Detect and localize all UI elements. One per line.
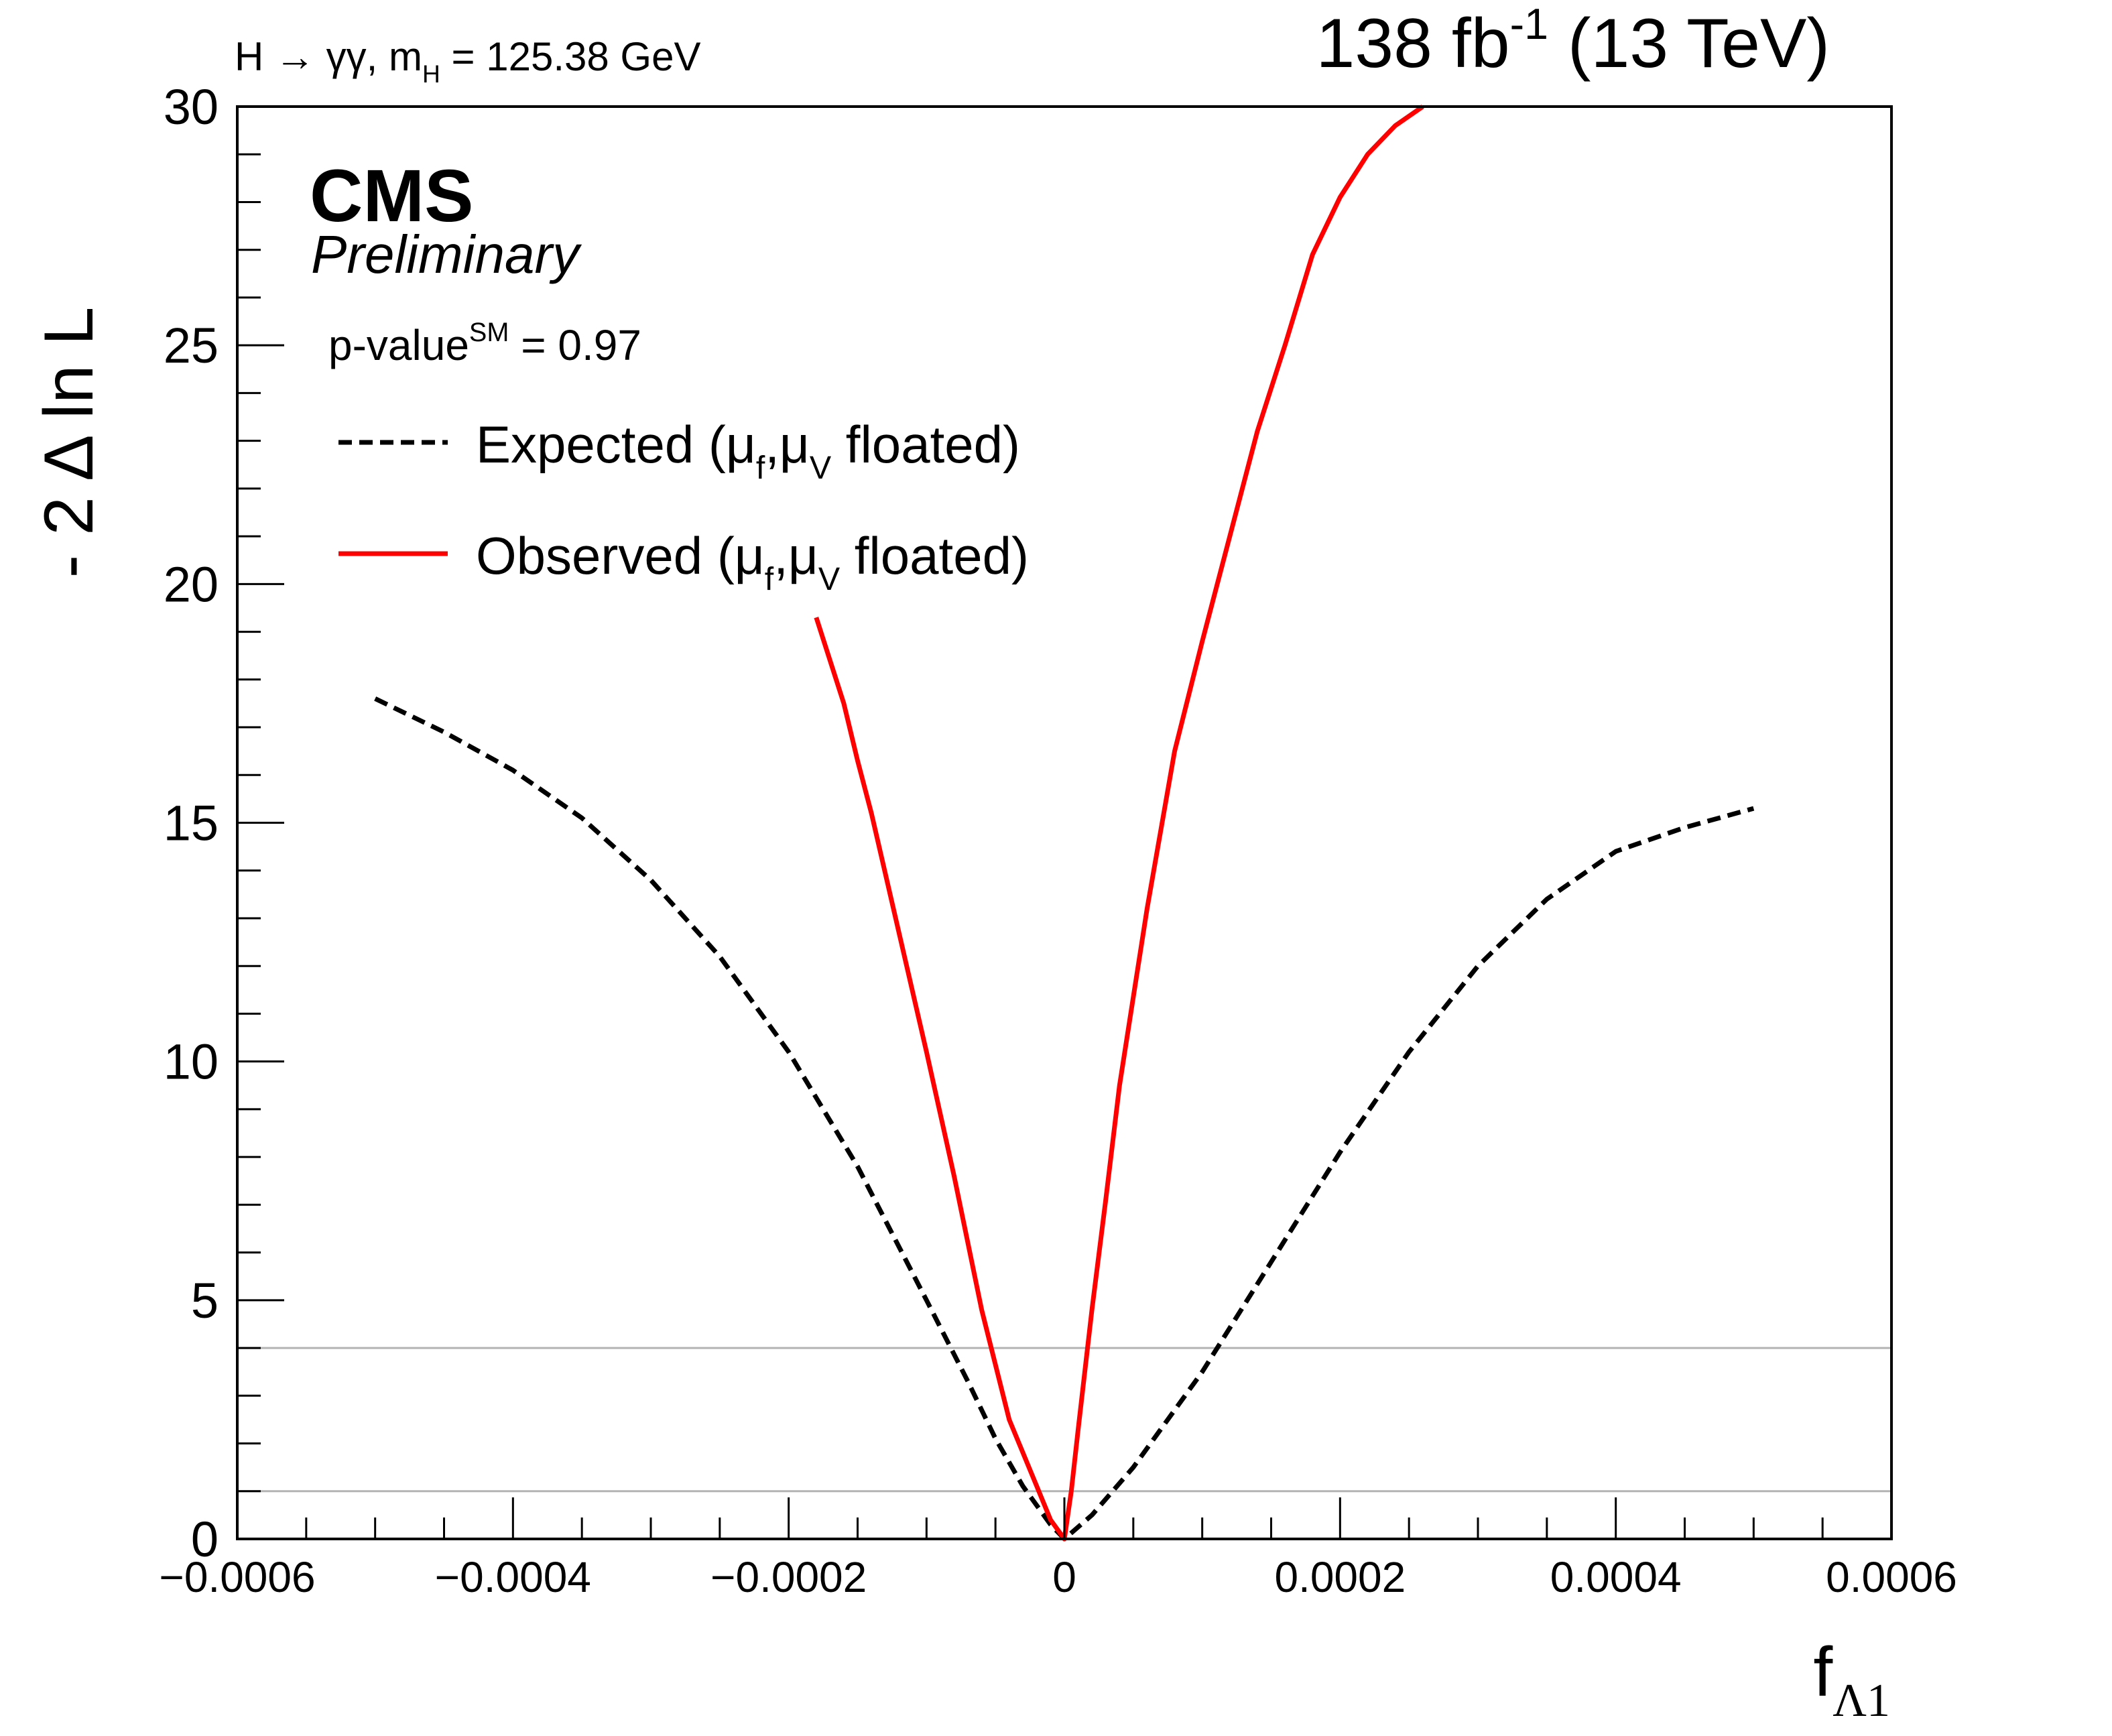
x-tick-label: 0 [1052, 1553, 1076, 1601]
series-expected-line [374, 696, 1755, 1542]
y-tick-label: 25 [164, 318, 219, 373]
pvalue-label: p-valueSM = 0.97 [328, 318, 641, 369]
plot-area: −0.0006 −0.0004 −0.0002 0 0.0002 0.0004 0.0006… [159, 79, 1956, 1601]
experiment-label: CMS [310, 155, 473, 237]
y-tick-label: 15 [164, 796, 219, 851]
legend-label-observed: Observed (μf,μV floated) [476, 526, 1029, 597]
legend: Expected (μf,μV floated) Observed (μf,μV… [338, 415, 1029, 597]
x-tick-label: 0.0002 [1274, 1553, 1406, 1601]
x-tick-label: 0.0006 [1826, 1553, 1957, 1601]
x-tick-label: −0.0002 [710, 1553, 867, 1601]
x-tick-label: −0.0004 [435, 1553, 591, 1601]
y-tick-label: 5 [191, 1273, 219, 1328]
x-tick-label: 0.0004 [1550, 1553, 1682, 1601]
y-tick-label: 20 [164, 556, 219, 612]
series-observed-line [814, 105, 1424, 1542]
y-tick-label: 30 [164, 79, 219, 135]
y-tick-label: 0 [191, 1511, 219, 1567]
y-axis-title: - 2 Δ ln L [30, 307, 108, 578]
x-axis-title: fΛ1 [1813, 1633, 1890, 1727]
process-label-sub: H [422, 60, 440, 88]
y-tick-label: 10 [164, 1034, 219, 1090]
x-tick-label: −0.0006 [159, 1553, 315, 1601]
legend-label-expected: Expected (μf,μV floated) [476, 415, 1020, 486]
lumi-label: 138 fb-1 (13 TeV) [1316, 0, 1830, 82]
status-label: Preliminary [311, 225, 582, 284]
process-label: H → γγ, mH = 125.38 GeV [235, 34, 700, 88]
